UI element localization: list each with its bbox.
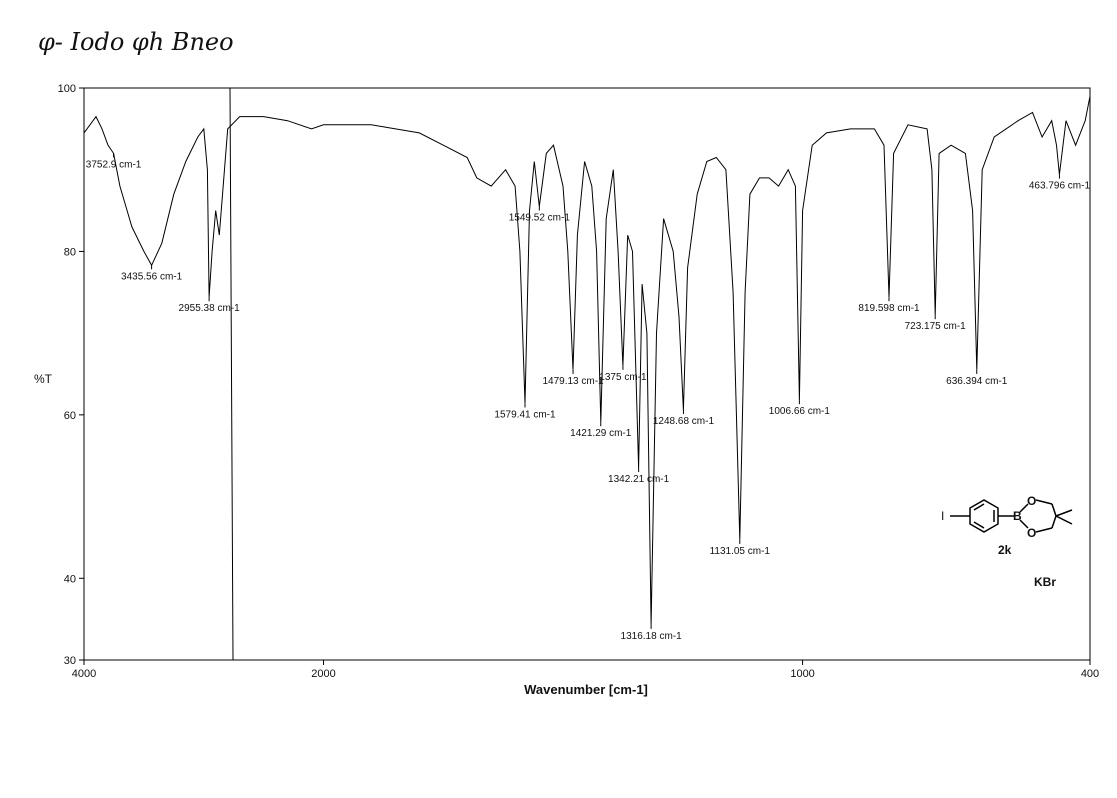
x-tick-label: 1000 xyxy=(790,668,814,680)
y-axis-label: %T xyxy=(34,372,53,386)
scan-artifact xyxy=(229,87,234,661)
plot-frame xyxy=(83,87,1091,661)
peak-label: 1006.66 cm-1 xyxy=(769,406,831,417)
peak-label: 819.598 cm-1 xyxy=(858,303,920,314)
bond xyxy=(1019,519,1029,529)
chart-title: φ- Iodo φh Bneo xyxy=(38,28,234,56)
spectrum-line xyxy=(83,96,1091,625)
peak-label: 3752.9 cm-1 xyxy=(86,159,142,170)
peak-label: 636.394 cm-1 xyxy=(946,376,1008,387)
medium-label: KBr xyxy=(1034,575,1056,589)
peak-label: 2955.38 cm-1 xyxy=(179,303,241,314)
atom-label: I xyxy=(941,509,944,523)
peak-label: 1549.52 cm-1 xyxy=(509,212,571,223)
peak-label: 3435.56 cm-1 xyxy=(121,271,183,282)
x-tick-label: 2000 xyxy=(311,668,335,680)
bond xyxy=(1019,503,1029,513)
peak-label: 1375 cm-1 xyxy=(599,372,647,383)
y-tick-label: 80 xyxy=(64,246,76,258)
benzene-ring xyxy=(969,499,999,533)
bond xyxy=(1051,515,1057,529)
x-axis-label: Wavenumber [cm-1] xyxy=(524,682,648,697)
compound-label: 2k xyxy=(998,543,1012,557)
peak-label: 723.175 cm-1 xyxy=(905,321,967,332)
bond xyxy=(1051,503,1057,517)
bond xyxy=(1035,499,1053,505)
peak-label: 463.796 cm-1 xyxy=(1029,181,1091,192)
structure xyxy=(950,499,1073,533)
x-tick-label: 400 xyxy=(1081,668,1099,680)
y-tick-label: 40 xyxy=(64,573,76,585)
peak-label: 1342.21 cm-1 xyxy=(608,474,670,485)
bond xyxy=(973,521,985,529)
peak-label: 1131.05 cm-1 xyxy=(710,546,771,557)
atom-label: O xyxy=(1027,526,1036,540)
bond xyxy=(1055,515,1073,525)
peak-label: 1316.18 cm-1 xyxy=(621,631,683,642)
y-tick-label: 60 xyxy=(64,410,76,422)
bond xyxy=(973,503,985,511)
atom-label: O xyxy=(1027,494,1036,508)
y-tick-label: 100 xyxy=(58,83,76,95)
atom-label: B xyxy=(1013,509,1022,523)
peak-label: 1248.68 cm-1 xyxy=(653,416,715,427)
bond xyxy=(1055,509,1073,517)
peak-label: 1479.13 cm-1 xyxy=(542,376,604,387)
y-tick-label: 30 xyxy=(64,655,76,667)
x-tick-label: 4000 xyxy=(72,668,96,680)
peak-label: 1421.29 cm-1 xyxy=(570,428,632,439)
peak-label: 1579.41 cm-1 xyxy=(494,409,556,420)
bond xyxy=(1035,527,1053,533)
